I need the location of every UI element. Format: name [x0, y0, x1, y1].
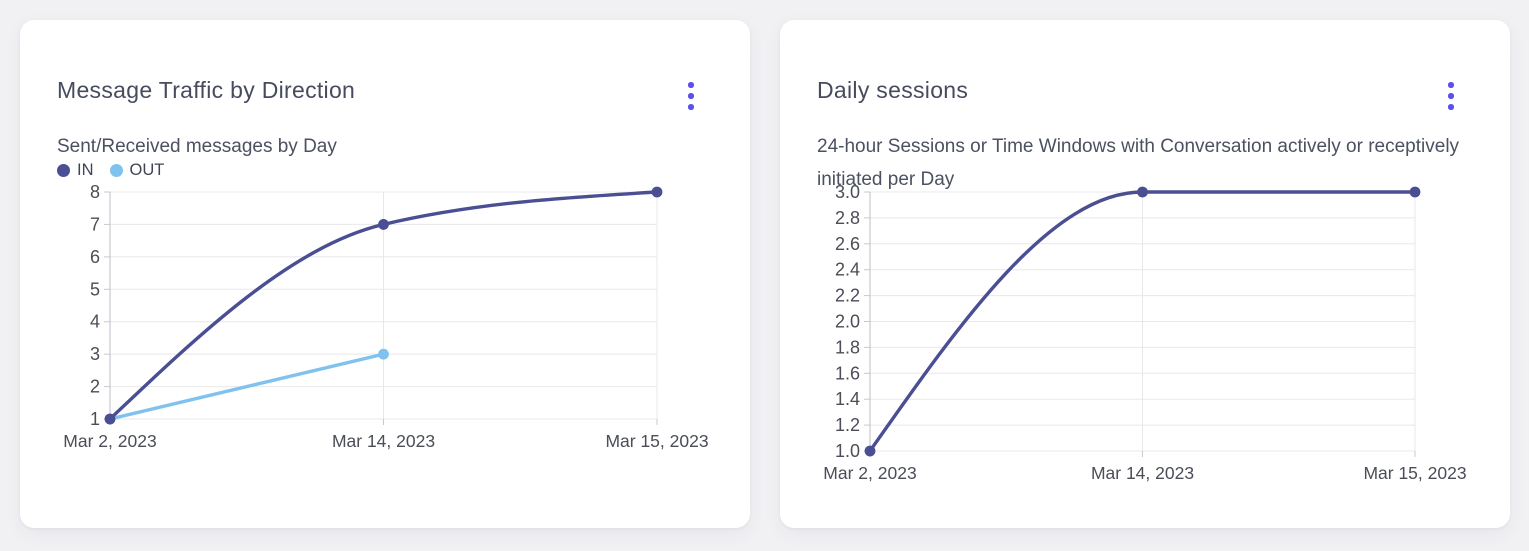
svg-text:8: 8 [90, 182, 100, 202]
chart-legend: IN OUT [57, 160, 164, 180]
kebab-menu-icon [688, 93, 694, 99]
svg-text:1.4: 1.4 [835, 389, 860, 409]
more-options-button[interactable] [1436, 76, 1466, 116]
message-traffic-card: Message Traffic by Direction Sent/Receiv… [20, 20, 750, 528]
legend-item-in[interactable]: IN [57, 161, 94, 180]
svg-text:5: 5 [90, 279, 100, 299]
legend-in-dot [57, 163, 70, 177]
card-title: Daily sessions [817, 77, 969, 103]
svg-text:Mar 15, 2023: Mar 15, 2023 [1363, 463, 1466, 483]
kebab-menu-icon [688, 82, 694, 88]
svg-text:2: 2 [90, 377, 100, 397]
kebab-menu-icon [688, 104, 694, 110]
kebab-menu-icon [1448, 82, 1454, 88]
svg-text:2.6: 2.6 [835, 234, 860, 254]
daily-sessions-line-chart: 1.0 1.2 1.4 1.6 1.8 2.0 2.2 2.4 2.6 2.8 3.0 Mar 2, … [823, 182, 1466, 483]
card-title: Message Traffic by Direction [57, 77, 356, 103]
svg-text:1.8: 1.8 [835, 337, 860, 357]
svg-text:Mar 15, 2023: Mar 15, 2023 [605, 431, 708, 451]
svg-text:4: 4 [90, 312, 100, 332]
svg-text:2.8: 2.8 [835, 208, 860, 228]
more-options-button[interactable] [676, 76, 706, 116]
legend-in-label: IN [77, 160, 94, 179]
svg-text:2.0: 2.0 [835, 312, 860, 332]
daily-sessions-card: Daily sessions 24-hour Sessions or Time … [780, 20, 1510, 528]
svg-text:3.0: 3.0 [835, 182, 860, 202]
svg-text:6: 6 [90, 247, 100, 267]
svg-text:7: 7 [90, 214, 100, 234]
svg-text:1.0: 1.0 [835, 441, 860, 461]
svg-text:2.4: 2.4 [835, 260, 860, 280]
svg-text:2.2: 2.2 [835, 286, 860, 306]
legend-out-dot [109, 163, 123, 177]
kebab-menu-icon [1448, 104, 1454, 110]
svg-text:3: 3 [90, 344, 100, 364]
message-traffic-line-chart: 1 2 3 4 5 6 7 8 Mar 2, 2023 Mar 14, 2023 Mar 15, 2… [63, 182, 708, 451]
kebab-menu-icon [1448, 93, 1454, 99]
svg-text:Mar 2, 2023: Mar 2, 2023 [63, 431, 156, 451]
svg-text:1.6: 1.6 [835, 363, 860, 383]
svg-text:Mar 14, 2023: Mar 14, 2023 [1091, 463, 1194, 483]
card-subtitle: 24-hour Sessions or Time Windows with Co… [817, 136, 1460, 190]
svg-text:Mar 2, 2023: Mar 2, 2023 [823, 463, 916, 483]
card-subtitle: Sent/Received messages by Day [57, 136, 337, 157]
svg-text:1: 1 [90, 409, 100, 429]
svg-text:1.2: 1.2 [835, 415, 860, 435]
svg-text:Mar 14, 2023: Mar 14, 2023 [332, 431, 435, 451]
legend-item-out[interactable]: OUT [109, 160, 165, 180]
legend-out-label: OUT [129, 160, 165, 179]
